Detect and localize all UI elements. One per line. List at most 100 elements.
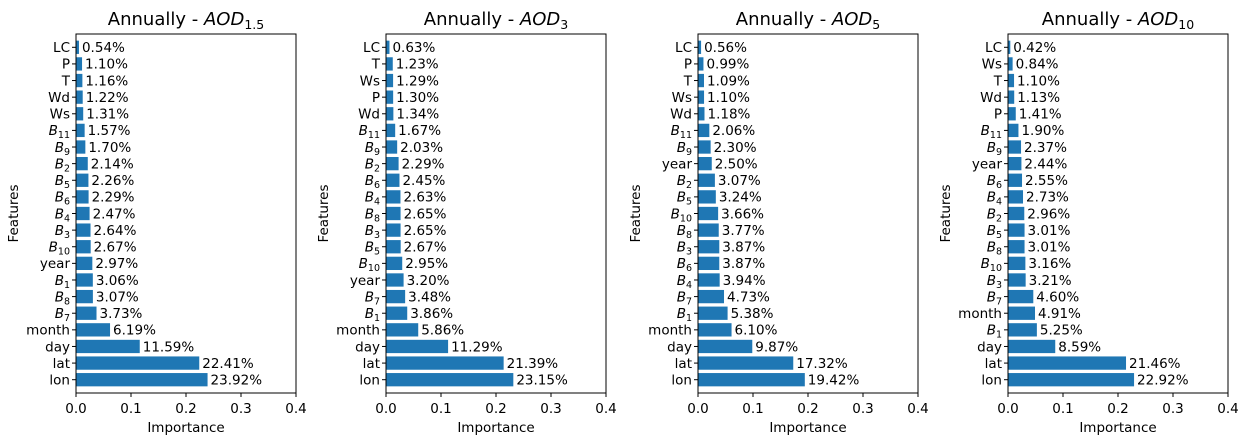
bar (386, 256, 403, 271)
bar (1008, 289, 1034, 304)
y-tick-label: B8 (677, 223, 692, 241)
bar (386, 73, 394, 88)
bar (698, 123, 710, 138)
y-tick-label: lon (671, 373, 692, 389)
y-tick-label: B2 (987, 206, 1002, 224)
bar (76, 289, 93, 304)
bar (698, 40, 702, 54)
y-axis-label: Features (6, 184, 22, 242)
y-tick-label: B9 (365, 140, 380, 158)
y-tick-label: B3 (677, 240, 692, 258)
bar (1008, 140, 1022, 154)
x-tick-label: 0.0 (375, 401, 396, 417)
bar (1008, 123, 1019, 138)
bar-value-label: 17.32% (796, 356, 848, 372)
y-tick-label: B5 (987, 223, 1002, 241)
bar-value-label: 2.45% (402, 173, 445, 189)
bar-value-label: 1.29% (396, 73, 439, 89)
bar-value-label: 23.92% (211, 373, 263, 389)
y-tick-label: B5 (55, 173, 70, 191)
y-tick-label: T (993, 73, 1003, 89)
bar (76, 40, 79, 54)
bar (76, 373, 208, 387)
x-tick-label: 0.0 (997, 401, 1018, 417)
bar (1008, 40, 1011, 54)
y-tick-label: B3 (365, 223, 380, 241)
bar-value-label: 1.18% (707, 107, 750, 123)
bar-value-label: 22.92% (1137, 373, 1189, 389)
bar-value-label: 21.39% (507, 356, 559, 372)
y-tick-label: Ws (982, 57, 1002, 73)
bar-value-label: 8.59% (1058, 339, 1101, 355)
bar-value-label: 22.41% (202, 356, 254, 372)
y-tick-label: Wd (358, 107, 380, 123)
y-tick-label: B1 (365, 306, 380, 324)
bar-value-label: 11.59% (143, 339, 195, 355)
y-tick-label: month (26, 323, 70, 339)
bar-value-label: 2.30% (714, 140, 757, 156)
y-tick-label: B1 (55, 273, 70, 291)
y-tick-label: B1 (677, 306, 692, 324)
x-tick-label: 0.1 (1052, 401, 1073, 417)
bar (76, 90, 83, 104)
bar-value-label: 4.60% (1036, 289, 1079, 305)
y-axis-label: Features (628, 184, 644, 242)
bar (386, 273, 404, 287)
x-axis-label: Importance (769, 420, 846, 436)
y-tick-label: P (62, 57, 70, 73)
bar (698, 373, 805, 387)
x-tick-label: 0.2 (175, 401, 196, 417)
y-tick-label: month (336, 323, 380, 339)
bar-value-label: 1.10% (85, 57, 128, 73)
bar (76, 306, 97, 320)
chart-title: Annually - AOD3 (424, 9, 568, 32)
bar-value-label: 2.67% (404, 240, 447, 256)
x-tick-label: 0.1 (742, 401, 763, 417)
y-tick-label: day (977, 339, 1002, 355)
bar-value-label: 2.47% (93, 206, 136, 222)
x-tick-label: 0.1 (430, 401, 451, 417)
bar-value-label: 2.55% (1025, 173, 1068, 189)
bar-value-label: 2.95% (405, 256, 448, 272)
y-tick-label: B6 (987, 173, 1002, 191)
bar-value-label: 3.87% (722, 240, 765, 256)
bar (698, 107, 705, 121)
y-tick-label: B6 (677, 256, 692, 274)
bar-value-label: 1.09% (707, 73, 750, 89)
bar-value-label: 2.29% (402, 156, 445, 172)
y-tick-label: B4 (55, 206, 70, 224)
bar (76, 173, 89, 187)
chart-panel-2: Annually - AOD3 0.63% LC 1.23% T 1.29% Ws 1.30%… (316, 9, 617, 436)
y-tick-label: B7 (365, 289, 380, 307)
bar-value-label: 3.86% (410, 306, 453, 322)
bar (76, 240, 91, 254)
y-tick-label: month (648, 323, 692, 339)
y-tick-label: P (372, 90, 380, 106)
x-axis-label: Importance (457, 420, 534, 436)
bar-value-label: 9.87% (755, 339, 798, 355)
x-tick-label: 0.3 (230, 401, 251, 417)
y-tick-label: B10 (359, 256, 380, 274)
x-axis-label: Importance (147, 420, 224, 436)
bar (76, 273, 93, 287)
bar-value-label: 19.42% (808, 373, 860, 389)
bar-value-label: 5.38% (731, 306, 774, 322)
bar (386, 306, 408, 320)
bar-value-label: 3.94% (723, 273, 766, 289)
bar-value-label: 2.03% (400, 140, 443, 156)
y-tick-label: B8 (987, 240, 1002, 258)
bar-value-label: 23.15% (516, 373, 568, 389)
y-tick-label: day (355, 339, 380, 355)
chart-title: Annually - AOD1.5 (108, 9, 264, 32)
y-tick-label: B10 (981, 256, 1002, 274)
y-tick-label: LC (675, 40, 692, 56)
y-tick-label: lon (359, 373, 380, 389)
bar (76, 107, 84, 121)
bar (698, 356, 794, 370)
bar-value-label: 0.84% (1016, 57, 1059, 73)
y-tick-label: B1 (987, 323, 1002, 341)
bar (386, 240, 401, 254)
bar (386, 289, 406, 304)
bar (386, 40, 390, 54)
y-tick-label: lon (981, 373, 1002, 389)
